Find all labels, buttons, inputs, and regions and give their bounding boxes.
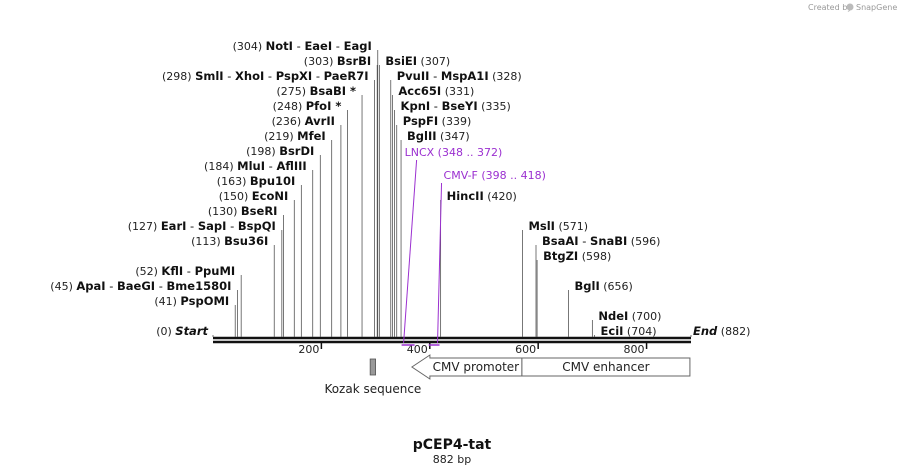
ruler-label-400: 400 bbox=[407, 343, 428, 356]
credit-brand: SnapGene bbox=[856, 3, 897, 12]
feature-label-kozak-sequence: Kozak sequence bbox=[324, 382, 421, 396]
site-label-bsiei: BsiEI (307) bbox=[385, 54, 450, 68]
site-label-btgzi: BtgZI (598) bbox=[543, 249, 611, 263]
site-label-msli: MslI (571) bbox=[528, 219, 588, 233]
site-label-bpu10i: (163) Bpu10I bbox=[217, 174, 296, 188]
site-label-kfli-ppumi: (52) KflI - PpuMI bbox=[135, 264, 235, 278]
site-label-start: (0) Start bbox=[156, 324, 208, 338]
site-label-bgli: BglI (656) bbox=[575, 279, 633, 293]
site-label-mfei: (219) MfeI bbox=[264, 129, 326, 143]
snapgene-credit: Created by SnapGene bbox=[808, 3, 897, 12]
ruler-label-800: 800 bbox=[624, 343, 645, 356]
site-label-mlui-afliii: (184) MluI - AflIII bbox=[204, 159, 307, 173]
site-label-pfoi: (248) PfoI * bbox=[273, 99, 342, 113]
primers: LNCX (348 .. 372) CMV-F (398 .. 418) bbox=[401, 146, 546, 346]
site-label-econi: (150) EcoNI bbox=[219, 189, 289, 203]
site-label-apai-baegi-bme1580i: (45) ApaI - BaeGI - Bme1580I bbox=[50, 279, 231, 293]
plasmid-length: 882 bp bbox=[433, 453, 471, 466]
site-label-ndei: NdeI (700) bbox=[598, 309, 661, 323]
site-label-noti-eaei-eagi: (304) NotI - EaeI - EagI bbox=[233, 39, 372, 53]
primer-line-lncx bbox=[403, 159, 418, 344]
plasmid-name: pCEP4-tat bbox=[413, 437, 492, 453]
site-label-acc65i: Acc65I (331) bbox=[398, 84, 474, 98]
primer-label-cmv-f: CMV-F (398 .. 418) bbox=[444, 169, 546, 182]
site-label-bsabi: (275) BsaBI * bbox=[277, 84, 357, 98]
site-label-kpni-bseyi: KpnI - BseYI (335) bbox=[401, 99, 511, 113]
feature-label-cmv-enhancer: CMV enhancer bbox=[562, 360, 649, 374]
credit-prefix: Created by bbox=[808, 3, 852, 12]
primer-label-lncx: LNCX (348 .. 372) bbox=[405, 146, 503, 159]
site-label-pspomi: (41) PspOMI bbox=[154, 294, 229, 308]
site-label-bsu36i: (113) Bsu36I bbox=[191, 234, 268, 248]
site-label-bsaai-snabi: BsaAI - SnaBI (596) bbox=[542, 234, 660, 248]
primer-line-cmv-f bbox=[437, 182, 443, 344]
site-label-bglii: BglII (347) bbox=[407, 129, 470, 143]
site-label-eari-sapi-bspqi: (127) EarI - SapI - BspQI bbox=[128, 219, 276, 233]
site-labels: (304) NotI - EaeI - EagI(303) BsrBI BsiEI… bbox=[50, 39, 750, 338]
site-label-ecii: EciI (704) bbox=[601, 324, 657, 338]
site-label-bsrbi: (303) BsrBI bbox=[304, 54, 371, 68]
site-label-smli-xhoi-pspxi-paer7i: (298) SmlI - XhoI - PspXI - PaeR7I bbox=[162, 69, 368, 83]
ruler-label-600: 600 bbox=[515, 343, 536, 356]
site-label-pspfi: PspFI (339) bbox=[403, 114, 472, 128]
site-label-pvuii-mspa1i: PvuII - MspA1I (328) bbox=[397, 69, 522, 83]
feature-cmv-enhancer bbox=[521, 357, 691, 377]
site-label-bseri: (130) BseRI bbox=[208, 204, 278, 218]
feature-kozak-sequence bbox=[369, 358, 376, 376]
features: Kozak sequence CMV promoter CMV enhancer bbox=[324, 354, 691, 396]
site-lines bbox=[212, 50, 692, 337]
site-label-bsrdi: (198) BsrDI bbox=[246, 144, 314, 158]
sequence-backbone bbox=[213, 336, 691, 344]
feature-label-cmv-promoter: CMV promoter bbox=[433, 360, 520, 374]
site-label-hincii: HincII (420) bbox=[447, 189, 517, 203]
ruler: 200 400 600 800 bbox=[298, 343, 648, 356]
ruler-label-200: 200 bbox=[298, 343, 319, 356]
snapgene-logo-icon bbox=[846, 3, 854, 11]
site-label-avrii: (236) AvrII bbox=[272, 114, 335, 128]
site-label-end: End (882) bbox=[693, 324, 750, 338]
